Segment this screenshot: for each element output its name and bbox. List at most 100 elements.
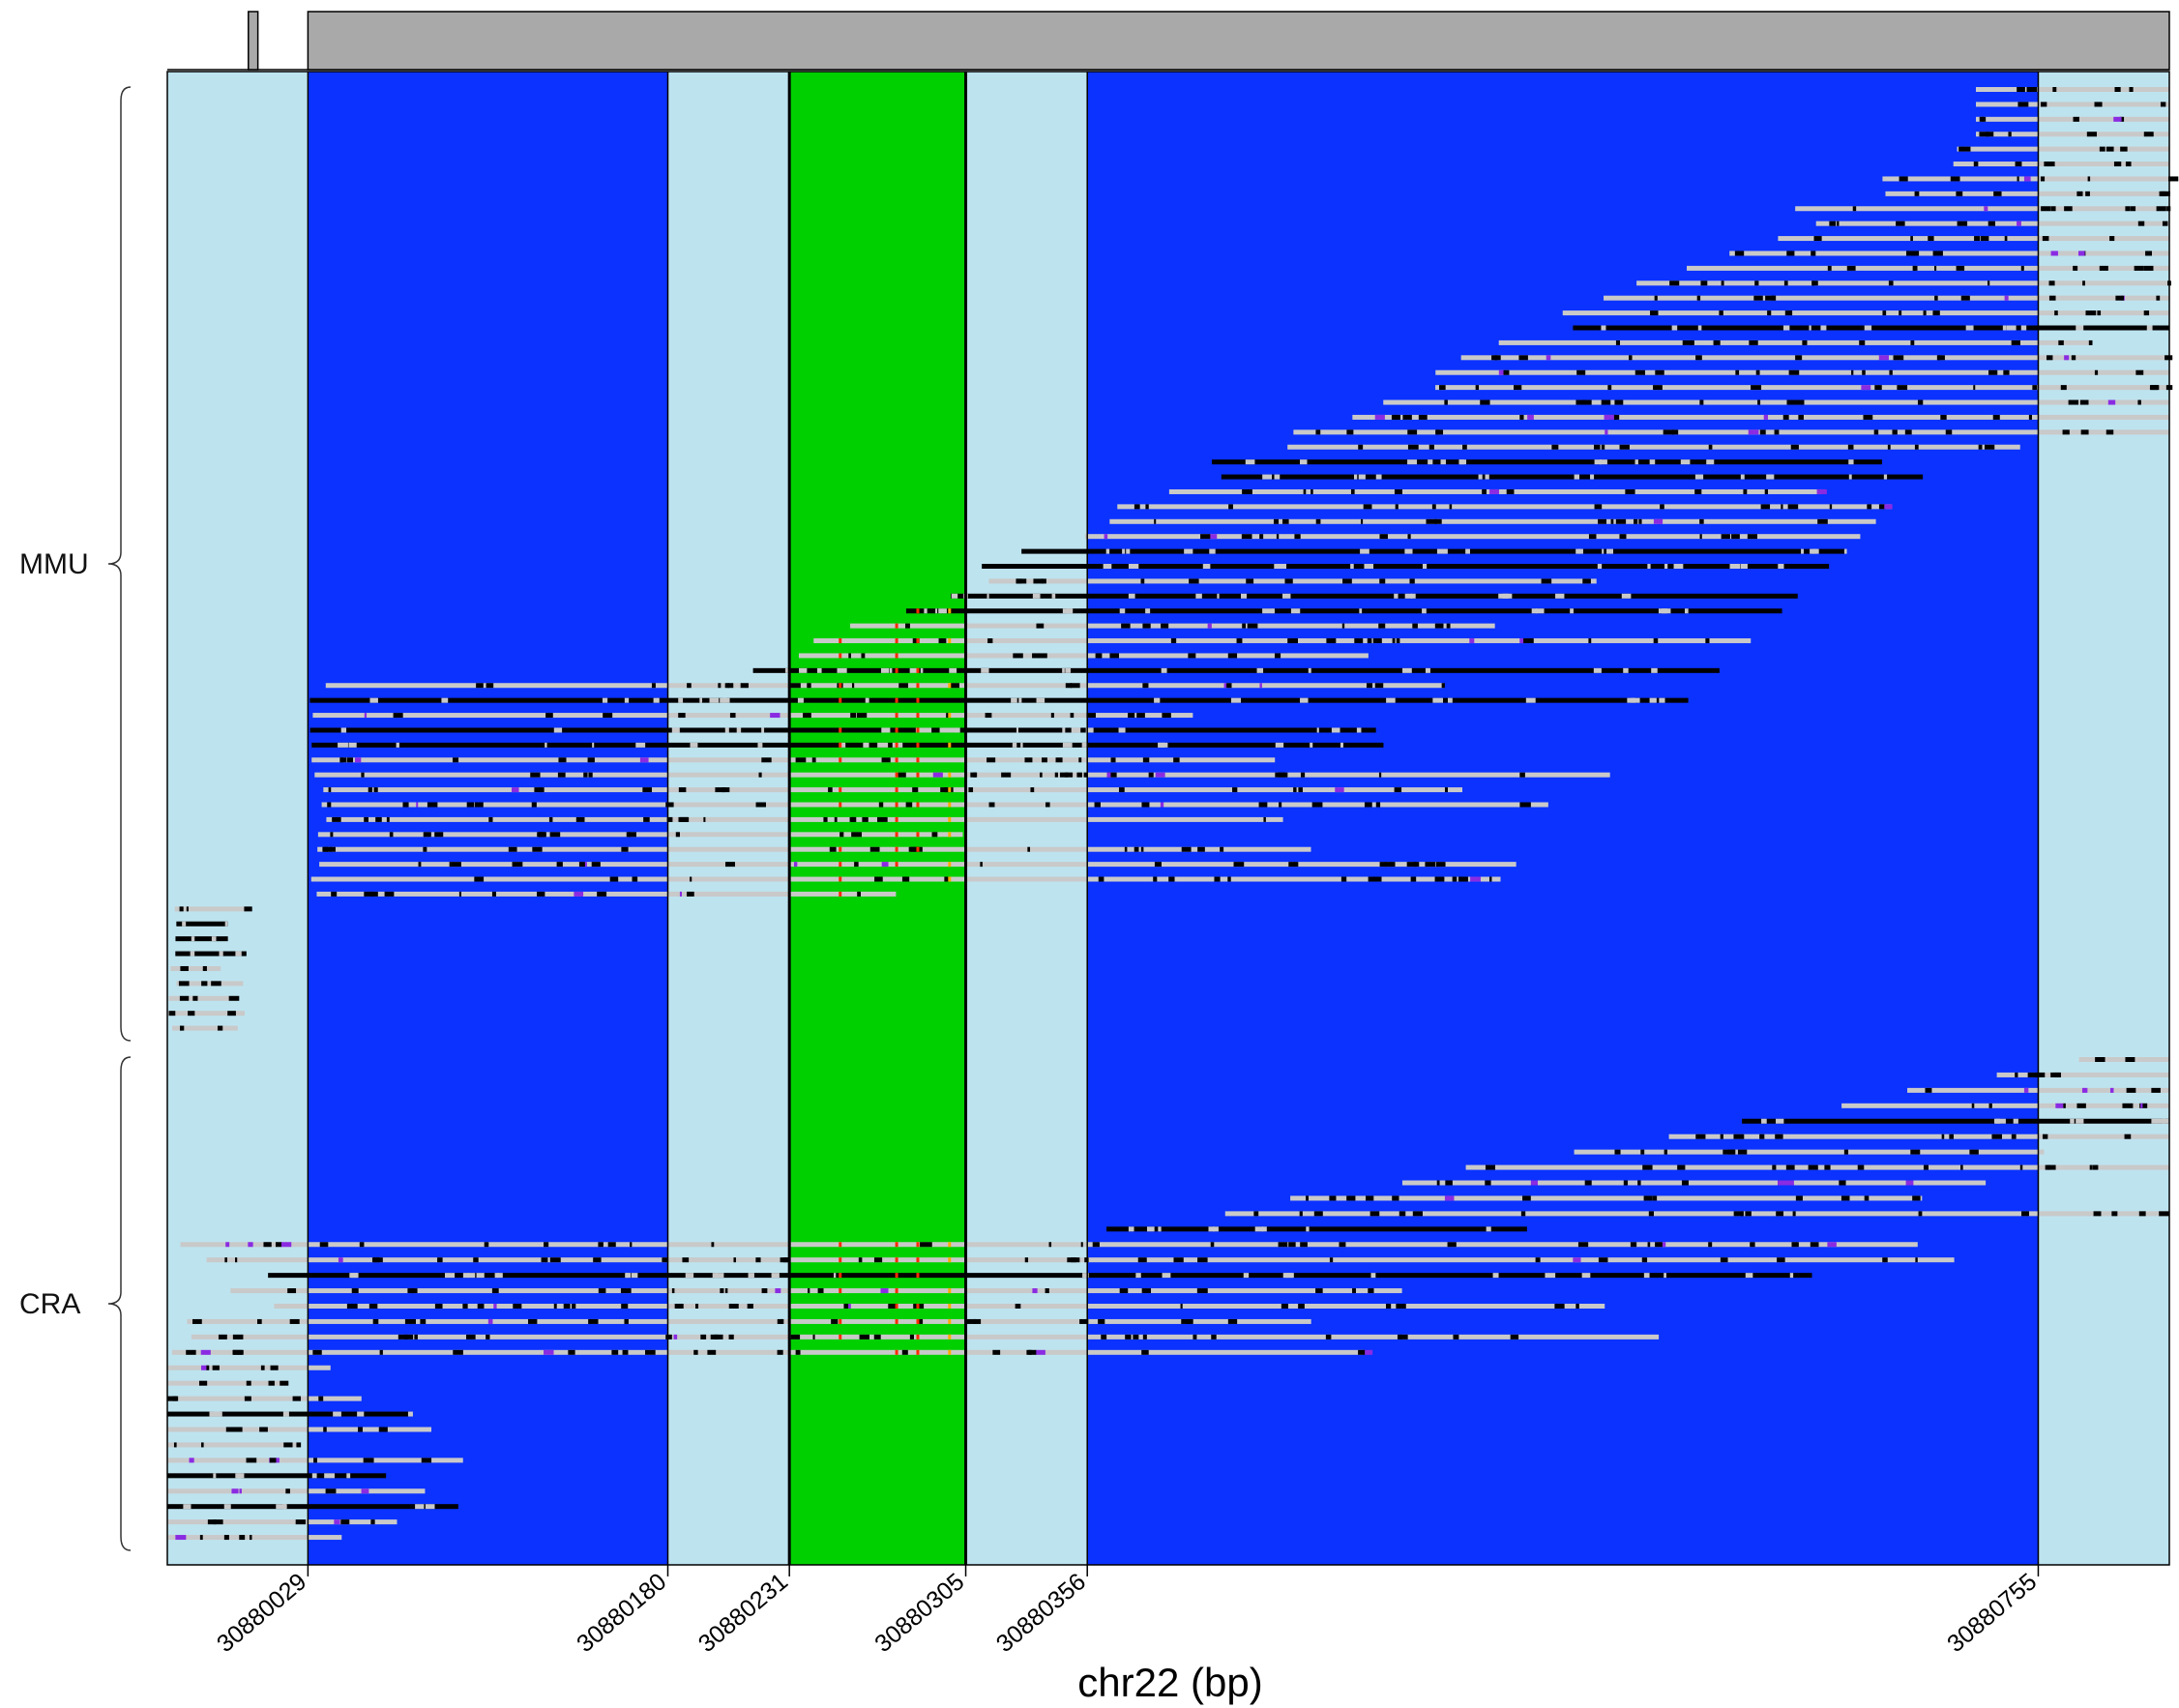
- read-mismatch: [1695, 355, 1702, 361]
- read-mismatch: [1207, 534, 1218, 540]
- read-mismatch: [1857, 1164, 1865, 1170]
- read-variant: [948, 772, 952, 778]
- read-mismatch: [2120, 146, 2128, 152]
- read-mismatch: [1462, 444, 1467, 450]
- read-mismatch: [1682, 339, 1693, 345]
- read-mismatch: [1740, 564, 1748, 569]
- read-mismatch: [1434, 623, 1444, 629]
- read-mismatch: [909, 1334, 914, 1340]
- read-mismatch: [2159, 1211, 2170, 1217]
- read-mismatch: [1984, 444, 1995, 450]
- read-mismatch: [1299, 1211, 1303, 1217]
- read-cra: [167, 1473, 387, 1479]
- read-mismatch: [283, 1442, 293, 1448]
- read-mismatch: [1602, 548, 1605, 554]
- read-mismatch: [1859, 339, 1866, 345]
- read-mismatch: [1142, 683, 1149, 689]
- read-mismatch: [1154, 697, 1161, 703]
- read-mismatch: [687, 683, 692, 689]
- read-mismatch: [575, 816, 585, 822]
- read-mismatch: [1910, 339, 1915, 345]
- read-variant: [895, 638, 898, 644]
- read-mismatch: [1368, 876, 1377, 882]
- read-mismatch: [2111, 1211, 2118, 1217]
- read-variant: [916, 832, 920, 838]
- read-mismatch: [1878, 504, 1886, 510]
- read-mismatch: [188, 1011, 195, 1016]
- read-mismatch: [497, 1273, 503, 1279]
- read-mismatch: [634, 876, 638, 882]
- read-mismatch: [1923, 310, 1927, 316]
- read-mismatch: [1775, 1134, 1783, 1139]
- read-mismatch: [325, 1488, 329, 1494]
- read-mismatch: [332, 816, 341, 822]
- read-mismatch: [869, 846, 880, 852]
- read-mismatch: [1705, 638, 1710, 644]
- read-mismatch: [1103, 564, 1112, 569]
- read-mismatch: [1664, 1149, 1667, 1155]
- read-mismatch: [1284, 578, 1293, 584]
- read-mismatch: [2004, 295, 2009, 301]
- read-mismatch: [624, 1318, 629, 1324]
- read-mismatch: [1785, 1164, 1795, 1170]
- read-mismatch: [1181, 1318, 1191, 1324]
- read-mismatch: [1478, 474, 1483, 480]
- x-tick-label: 30880029: [212, 1568, 311, 1658]
- read-cra: [167, 1535, 342, 1541]
- read-mismatch: [1530, 1180, 1539, 1186]
- read-variant: [895, 653, 898, 659]
- read-mismatch: [1339, 1242, 1346, 1248]
- read-mismatch: [1223, 683, 1227, 689]
- read-mismatch: [2105, 146, 2114, 152]
- read-mismatch: [1402, 414, 1412, 420]
- read-mismatch: [851, 683, 855, 689]
- read-variant: [895, 667, 898, 673]
- read-mismatch: [1506, 488, 1515, 494]
- read-mismatch: [2080, 429, 2089, 435]
- read-mismatch: [2156, 1118, 2166, 1124]
- read-mismatch: [1141, 1349, 1149, 1355]
- read-mismatch: [1366, 1195, 1374, 1201]
- read-mismatch: [1042, 757, 1047, 763]
- read-mismatch: [488, 816, 493, 822]
- read-variant: [916, 608, 920, 614]
- read-mismatch: [1485, 474, 1489, 480]
- read-mismatch: [1141, 802, 1150, 808]
- read-mismatch: [1684, 608, 1689, 614]
- read-mismatch: [1162, 713, 1171, 719]
- read-mismatch: [2027, 1072, 2038, 1077]
- read-mismatch: [1145, 608, 1151, 614]
- read-mismatch: [528, 1318, 538, 1324]
- read-mmu: [1460, 355, 2169, 361]
- read-mismatch: [1083, 772, 1088, 778]
- read-mismatch: [1934, 265, 1937, 271]
- read-mismatch: [1470, 876, 1481, 882]
- read-mismatch: [1364, 564, 1374, 569]
- read-variant: [839, 846, 842, 852]
- read-mismatch: [1740, 474, 1745, 480]
- read-mismatch: [1197, 846, 1205, 852]
- read-mismatch: [986, 757, 996, 763]
- read-mismatch: [2042, 236, 2049, 242]
- read-mismatch: [364, 816, 368, 822]
- read-mismatch: [563, 1304, 571, 1309]
- read-variant: [916, 683, 920, 689]
- read-mismatch: [653, 697, 660, 703]
- read-mismatch: [1366, 683, 1373, 689]
- read-mismatch: [988, 802, 995, 808]
- read-mmu: [1778, 236, 2169, 242]
- read-mismatch: [877, 816, 888, 822]
- read-mismatch: [851, 832, 863, 838]
- read-cra: [167, 1442, 298, 1448]
- read-mismatch: [728, 1334, 734, 1340]
- read-mismatch: [1619, 534, 1627, 540]
- read-mismatch: [1754, 280, 1759, 286]
- read-mismatch: [2021, 1211, 2029, 1217]
- read-mismatch: [1570, 608, 1574, 614]
- read-mismatch: [1288, 1242, 1296, 1248]
- read-mismatch: [568, 1349, 575, 1355]
- read-variant: [839, 1257, 842, 1263]
- read-mismatch: [338, 742, 348, 748]
- read-mismatch: [1936, 355, 1945, 361]
- read-mismatch: [1659, 697, 1665, 703]
